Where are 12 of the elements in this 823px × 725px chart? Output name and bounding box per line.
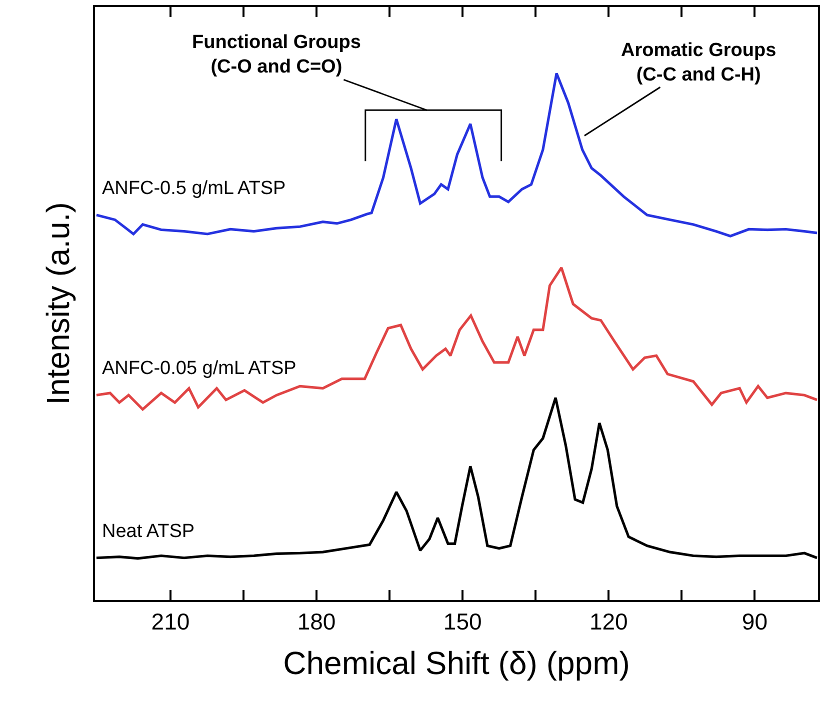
x-tick-label: 180 [297, 608, 336, 635]
series-label: ANFC-0.5 g/mL ATSP [102, 178, 286, 199]
x-tick-label: 210 [151, 608, 190, 635]
x-tick-label: 90 [742, 608, 768, 635]
x-tick-label: 150 [443, 608, 482, 635]
series-label: Neat ATSP [102, 521, 195, 542]
y-axis-title: Intensity (a.u.) [40, 202, 76, 405]
x-tick-label: 120 [589, 608, 628, 635]
x-axis-title: Chemical Shift (δ) (ppm) [283, 645, 630, 681]
annotation: Aromatic Groups (C-C and C-H) [621, 40, 776, 86]
annotation: Functional Groups (C-O and C=O) [192, 32, 361, 78]
series-label: ANFC-0.05 g/mL ATSP [102, 358, 296, 379]
